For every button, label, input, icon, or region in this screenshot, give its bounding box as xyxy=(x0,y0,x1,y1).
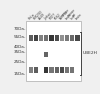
Text: 70Da-: 70Da- xyxy=(13,27,26,31)
Bar xyxy=(50,35,54,41)
Bar xyxy=(44,52,48,57)
Text: HeLa: HeLa xyxy=(28,13,36,21)
Text: Jurkat: Jurkat xyxy=(43,12,52,21)
Text: NIH3T3: NIH3T3 xyxy=(59,10,70,21)
Text: 40Da-: 40Da- xyxy=(13,45,26,49)
Text: UBE2H: UBE2H xyxy=(82,51,97,55)
Text: rat
brain: rat brain xyxy=(71,9,83,21)
Bar xyxy=(70,67,74,73)
Text: mouse
liver: mouse liver xyxy=(66,7,80,21)
Text: HEK293: HEK293 xyxy=(33,10,44,21)
Bar xyxy=(65,67,69,73)
Text: 55Da-: 55Da- xyxy=(13,35,26,39)
Bar xyxy=(44,35,48,41)
Text: mouse
brain: mouse brain xyxy=(61,7,74,21)
Bar xyxy=(34,35,38,41)
Bar xyxy=(26,21,81,81)
Text: K562: K562 xyxy=(54,12,62,21)
Bar xyxy=(60,35,64,41)
Text: 35Da-: 35Da- xyxy=(13,50,26,54)
Bar xyxy=(29,67,33,73)
Bar xyxy=(34,67,38,73)
Text: MCF7: MCF7 xyxy=(49,12,57,21)
Bar xyxy=(50,67,54,73)
Text: A549: A549 xyxy=(38,12,47,21)
Bar xyxy=(55,67,59,73)
Bar xyxy=(44,67,48,73)
Bar xyxy=(60,67,64,73)
Bar xyxy=(76,35,80,41)
Bar xyxy=(65,35,69,41)
Bar xyxy=(55,35,59,41)
Bar xyxy=(39,35,43,41)
Bar xyxy=(29,35,33,41)
Text: 25Da-: 25Da- xyxy=(13,60,26,64)
Bar xyxy=(70,35,74,41)
Text: 15Da-: 15Da- xyxy=(13,72,26,76)
